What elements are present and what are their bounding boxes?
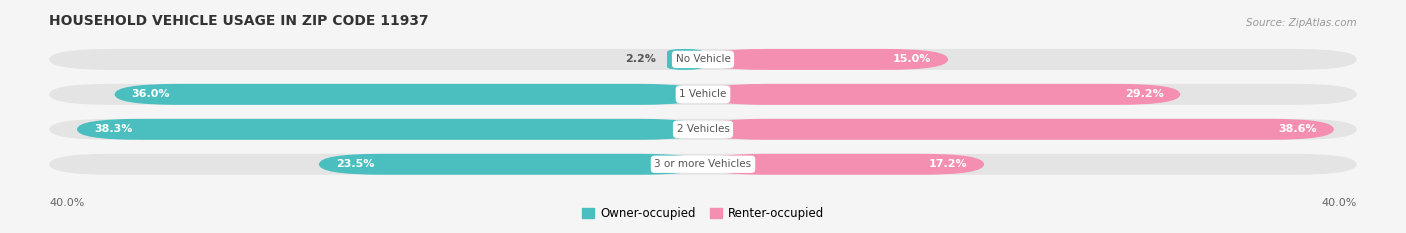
Text: 40.0%: 40.0% bbox=[1322, 198, 1357, 208]
FancyBboxPatch shape bbox=[49, 154, 1357, 175]
FancyBboxPatch shape bbox=[703, 49, 948, 70]
FancyBboxPatch shape bbox=[703, 119, 1334, 140]
Text: No Vehicle: No Vehicle bbox=[675, 55, 731, 64]
FancyBboxPatch shape bbox=[115, 84, 703, 105]
Text: 38.6%: 38.6% bbox=[1278, 124, 1317, 134]
FancyBboxPatch shape bbox=[319, 154, 703, 175]
Text: 15.0%: 15.0% bbox=[893, 55, 931, 64]
Text: 2 Vehicles: 2 Vehicles bbox=[676, 124, 730, 134]
Text: 40.0%: 40.0% bbox=[49, 198, 84, 208]
Text: 3 or more Vehicles: 3 or more Vehicles bbox=[654, 159, 752, 169]
FancyBboxPatch shape bbox=[49, 49, 1357, 70]
FancyBboxPatch shape bbox=[666, 49, 703, 70]
Text: 2.2%: 2.2% bbox=[624, 55, 655, 64]
FancyBboxPatch shape bbox=[703, 84, 1180, 105]
Text: 17.2%: 17.2% bbox=[928, 159, 967, 169]
Text: 36.0%: 36.0% bbox=[132, 89, 170, 99]
FancyBboxPatch shape bbox=[49, 119, 1357, 140]
Text: HOUSEHOLD VEHICLE USAGE IN ZIP CODE 11937: HOUSEHOLD VEHICLE USAGE IN ZIP CODE 1193… bbox=[49, 14, 429, 28]
FancyBboxPatch shape bbox=[77, 119, 703, 140]
Legend: Owner-occupied, Renter-occupied: Owner-occupied, Renter-occupied bbox=[578, 202, 828, 225]
Text: Source: ZipAtlas.com: Source: ZipAtlas.com bbox=[1246, 18, 1357, 28]
Text: 29.2%: 29.2% bbox=[1125, 89, 1163, 99]
Text: 38.3%: 38.3% bbox=[94, 124, 132, 134]
FancyBboxPatch shape bbox=[703, 154, 984, 175]
FancyBboxPatch shape bbox=[49, 84, 1357, 105]
Text: 1 Vehicle: 1 Vehicle bbox=[679, 89, 727, 99]
Text: 23.5%: 23.5% bbox=[336, 159, 374, 169]
